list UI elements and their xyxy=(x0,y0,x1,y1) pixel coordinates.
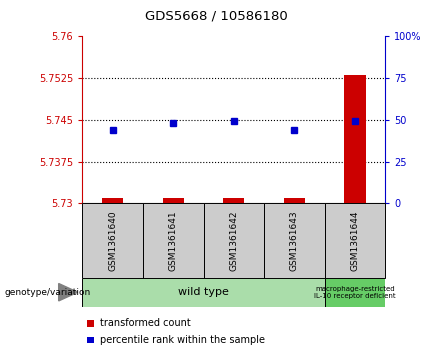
Text: macrophage-restricted
IL-10 receptor deficient: macrophage-restricted IL-10 receptor def… xyxy=(314,286,396,299)
Polygon shape xyxy=(59,284,78,301)
Text: GSM1361640: GSM1361640 xyxy=(108,210,117,271)
Bar xyxy=(102,198,123,203)
Bar xyxy=(325,278,385,307)
Bar xyxy=(82,278,325,307)
Bar xyxy=(143,203,204,278)
Bar xyxy=(82,203,143,278)
Text: GDS5668 / 10586180: GDS5668 / 10586180 xyxy=(145,9,288,22)
Text: GSM1361644: GSM1361644 xyxy=(351,210,359,271)
Text: wild type: wild type xyxy=(178,287,229,297)
Text: genotype/variation: genotype/variation xyxy=(4,288,90,297)
Text: GSM1361643: GSM1361643 xyxy=(290,210,299,271)
Text: transformed count: transformed count xyxy=(100,318,191,329)
Bar xyxy=(325,203,385,278)
Bar xyxy=(204,203,264,278)
Bar xyxy=(264,203,325,278)
Bar xyxy=(284,198,305,203)
Text: GSM1361642: GSM1361642 xyxy=(229,210,238,271)
Bar xyxy=(345,75,365,203)
Text: GSM1361641: GSM1361641 xyxy=(169,210,178,271)
Bar xyxy=(163,198,184,203)
Bar xyxy=(223,198,244,203)
Text: percentile rank within the sample: percentile rank within the sample xyxy=(100,335,265,345)
